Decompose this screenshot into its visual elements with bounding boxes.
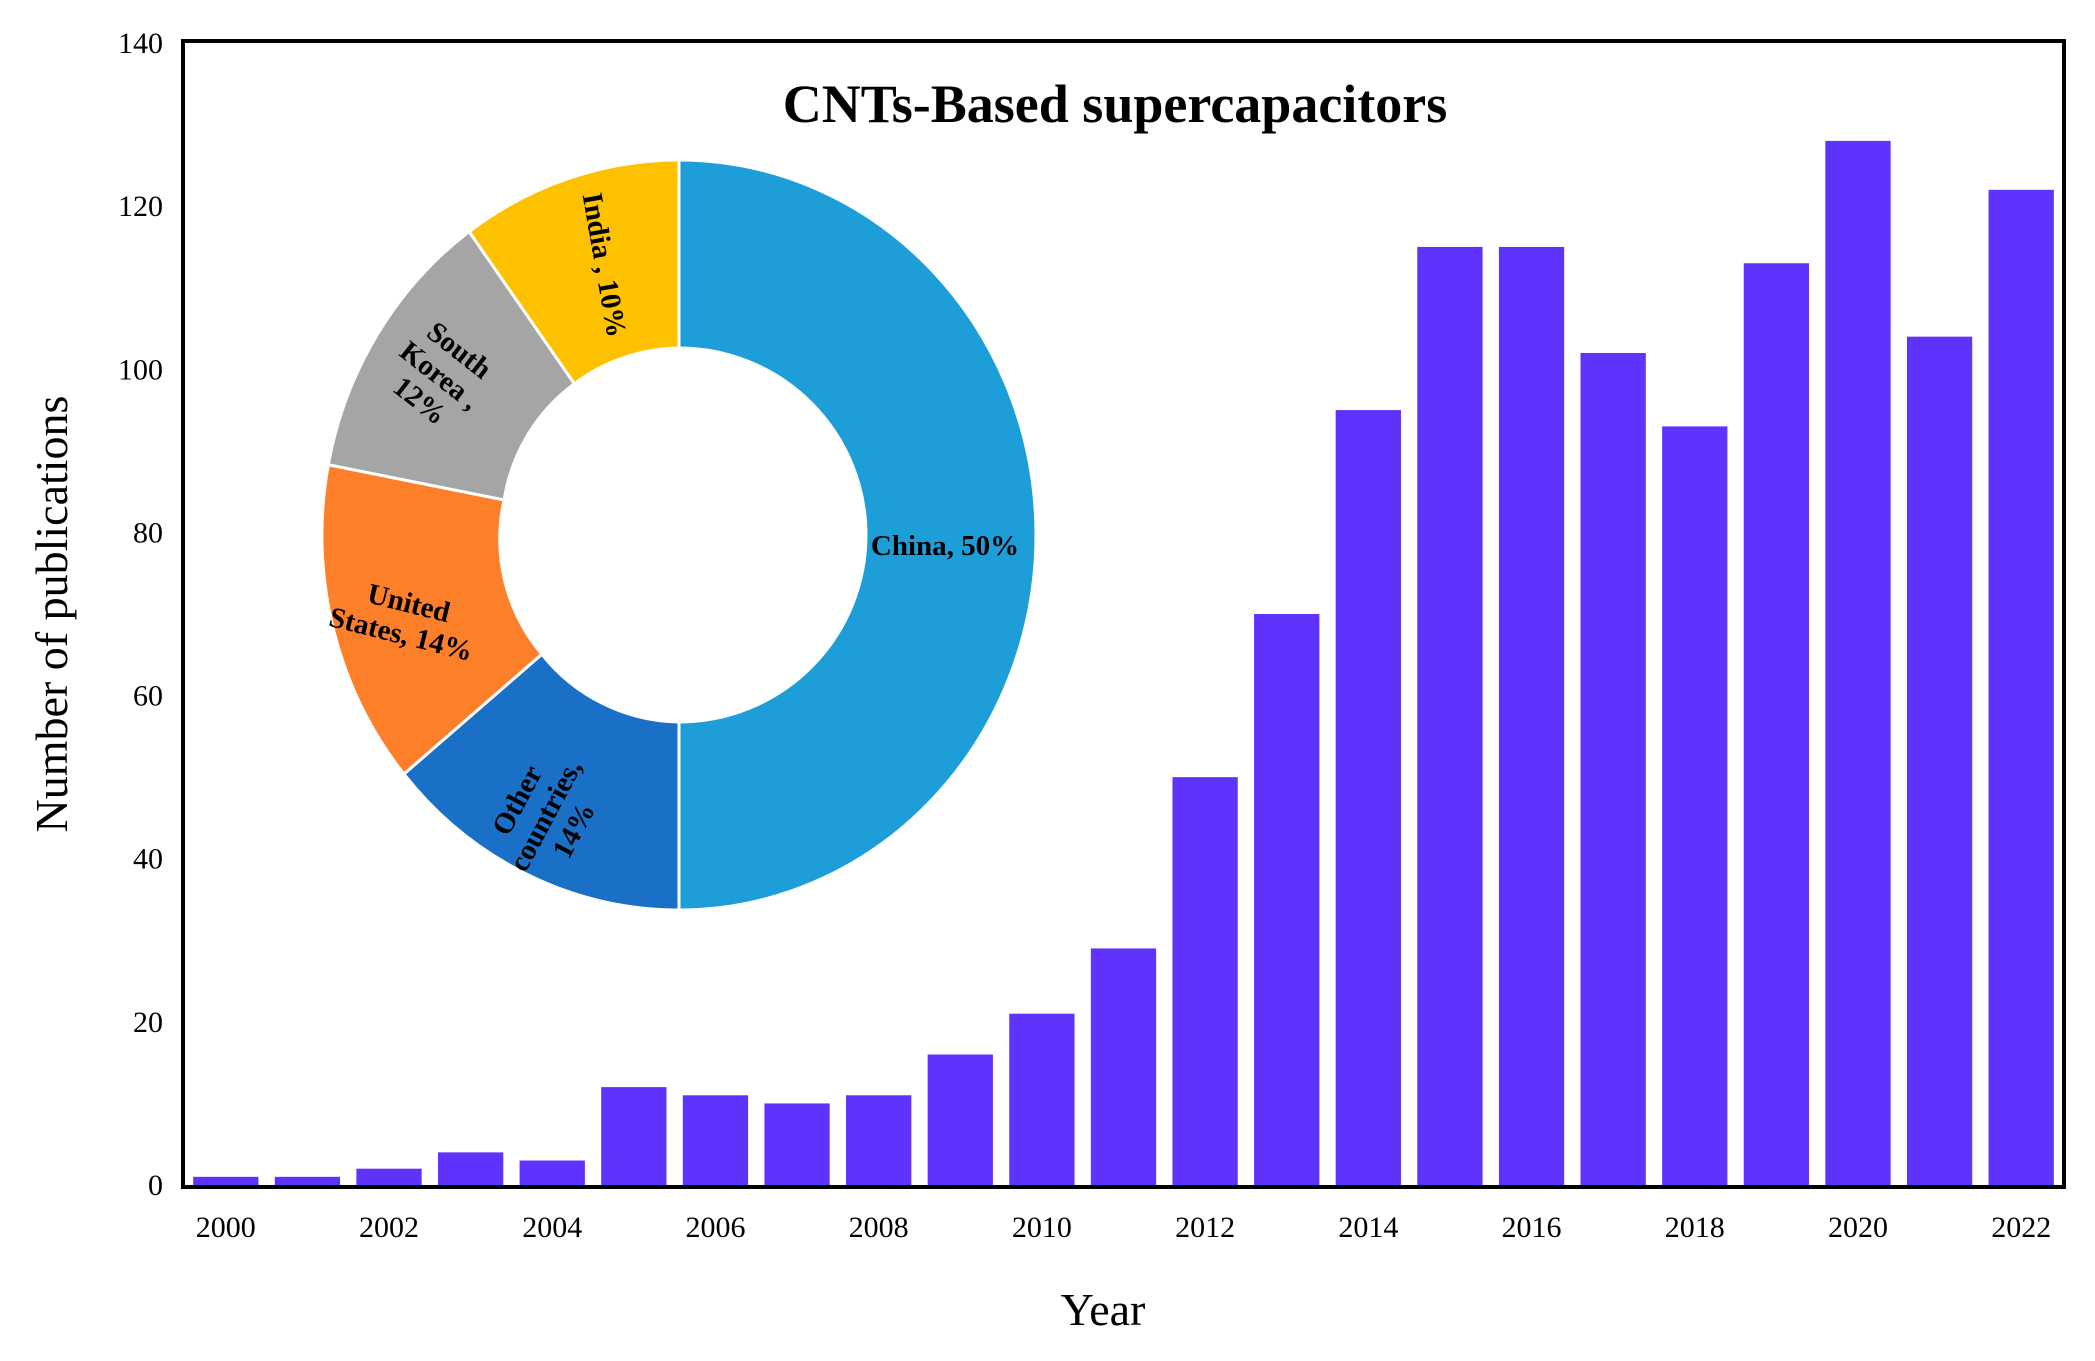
bar-2020 [1825,140,1891,1185]
slice-china [677,158,1038,912]
x-tick-label: 2016 [1502,1211,1562,1244]
chart-title: CNTs-Based supercapacitors [783,74,1448,134]
y-tick-label: 80 [133,516,163,549]
y-tick-label: 60 [133,680,163,713]
slice-label-china: China, 50% [871,530,1019,562]
bar-2019 [1743,263,1810,1185]
x-tick-label: 2004 [522,1211,582,1244]
y-axis-title: Number of publications [26,396,77,833]
x-tick-label: 2008 [849,1211,909,1244]
bar-2007 [764,1103,830,1185]
x-tick-label: 2018 [1665,1211,1725,1244]
slice-india [467,158,681,386]
bar-2016 [1498,246,1565,1185]
bar-2000 [193,1176,259,1185]
slice-label-line: China, 50% [871,530,1019,562]
x-axis-ticks: 2000 2002 2004 2006 2008 2010 2012 2014 2016 2018… [196,1211,2051,1244]
bar-2011 [1090,948,1157,1185]
x-tick-label: 2022 [1991,1211,2051,1244]
bar-2010 [1009,1013,1075,1185]
bar-series [193,140,2054,1186]
bar-2004 [519,1160,585,1185]
bar-2013 [1254,614,1320,1185]
y-tick-label: 120 [118,190,163,223]
bar-2018 [1662,426,1728,1185]
bar-2006 [682,1095,749,1185]
y-tick-label: 140 [118,27,163,60]
bar-2005 [601,1087,667,1185]
x-tick-label: 2002 [359,1211,419,1244]
slice-other-countries [401,652,681,912]
bar-2021 [1906,336,1973,1186]
bar-2008 [846,1095,912,1185]
x-axis-title: Year [1061,1284,1146,1335]
bar-2022 [1988,189,2054,1186]
bar-2009 [927,1054,993,1185]
bar-2017 [1580,352,1646,1185]
y-axis-ticks: 0 20 40 60 80 100 120 140 [118,27,163,1202]
x-tick-label: 2014 [1338,1211,1398,1244]
bar-2015 [1417,246,1483,1185]
y-tick-label: 100 [118,353,163,386]
x-tick-label: 2012 [1175,1211,1235,1244]
x-tick-label: 2020 [1828,1211,1888,1244]
x-tick-label: 2010 [1012,1211,1072,1244]
bar-2002 [356,1168,422,1185]
slice-united-states [320,462,544,777]
bar-2003 [437,1152,504,1185]
x-tick-label: 2000 [196,1211,256,1244]
bar-2001 [274,1176,341,1185]
bar-2014 [1335,410,1401,1186]
y-tick-label: 40 [133,843,163,876]
y-tick-label: 20 [133,1006,163,1039]
bar-2012 [1172,777,1238,1185]
slice-south-korea [326,229,577,502]
x-tick-label: 2006 [685,1211,745,1244]
country-share-donut: China, 50%Othercountries,14%UnitedStates… [320,158,1038,912]
y-tick-label: 0 [148,1169,163,1202]
